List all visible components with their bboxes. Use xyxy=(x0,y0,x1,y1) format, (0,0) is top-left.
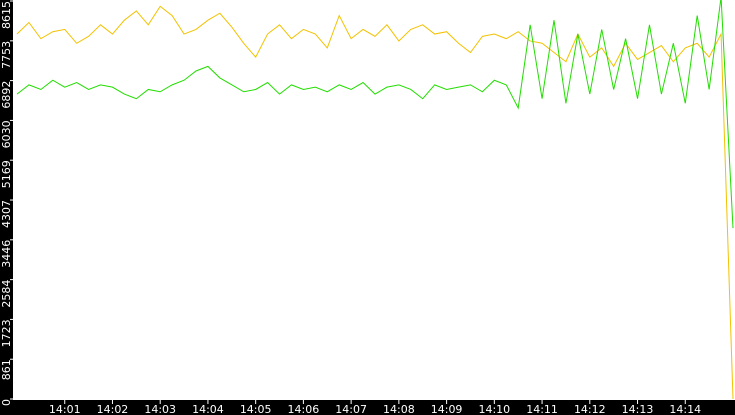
series-line xyxy=(16,0,734,229)
y-tick-label: 2584 xyxy=(0,280,13,308)
y-tick-label: 861 xyxy=(0,359,13,380)
x-tick-label: 14:06 xyxy=(288,403,320,415)
y-tick-label: 7753 xyxy=(0,41,13,69)
y-tick-label: 6892 xyxy=(0,81,13,109)
x-tick-label: 14:10 xyxy=(478,403,510,415)
x-tick-label: 14:12 xyxy=(574,403,606,415)
x-tick-label: 14:03 xyxy=(144,403,176,415)
y-axis-band xyxy=(0,0,13,415)
x-tick-label: 14:04 xyxy=(192,403,224,415)
y-tick-label: 3446 xyxy=(0,240,13,268)
x-tick-label: 14:11 xyxy=(526,403,558,415)
y-tick-label: 6030 xyxy=(0,120,13,148)
x-tick-label: 14:05 xyxy=(240,403,272,415)
x-tick-label: 14:08 xyxy=(383,403,415,415)
series-line xyxy=(16,5,734,400)
x-tick-label: 14:13 xyxy=(622,403,654,415)
x-tick-label: 14:14 xyxy=(669,403,701,415)
x-tick-label: 14:01 xyxy=(49,403,81,415)
x-tick-label: 14:02 xyxy=(97,403,129,415)
y-tick-label: 5169 xyxy=(0,160,13,188)
y-tick-label: 4307 xyxy=(0,200,13,228)
x-axis-band xyxy=(0,400,735,415)
x-tick-label: 14:09 xyxy=(431,403,463,415)
x-tick-label: 14:07 xyxy=(335,403,367,415)
y-tick-label: 8615 xyxy=(0,1,13,29)
y-tick-label: 1723 xyxy=(0,319,13,347)
y-tick-label: 0 xyxy=(0,399,13,406)
